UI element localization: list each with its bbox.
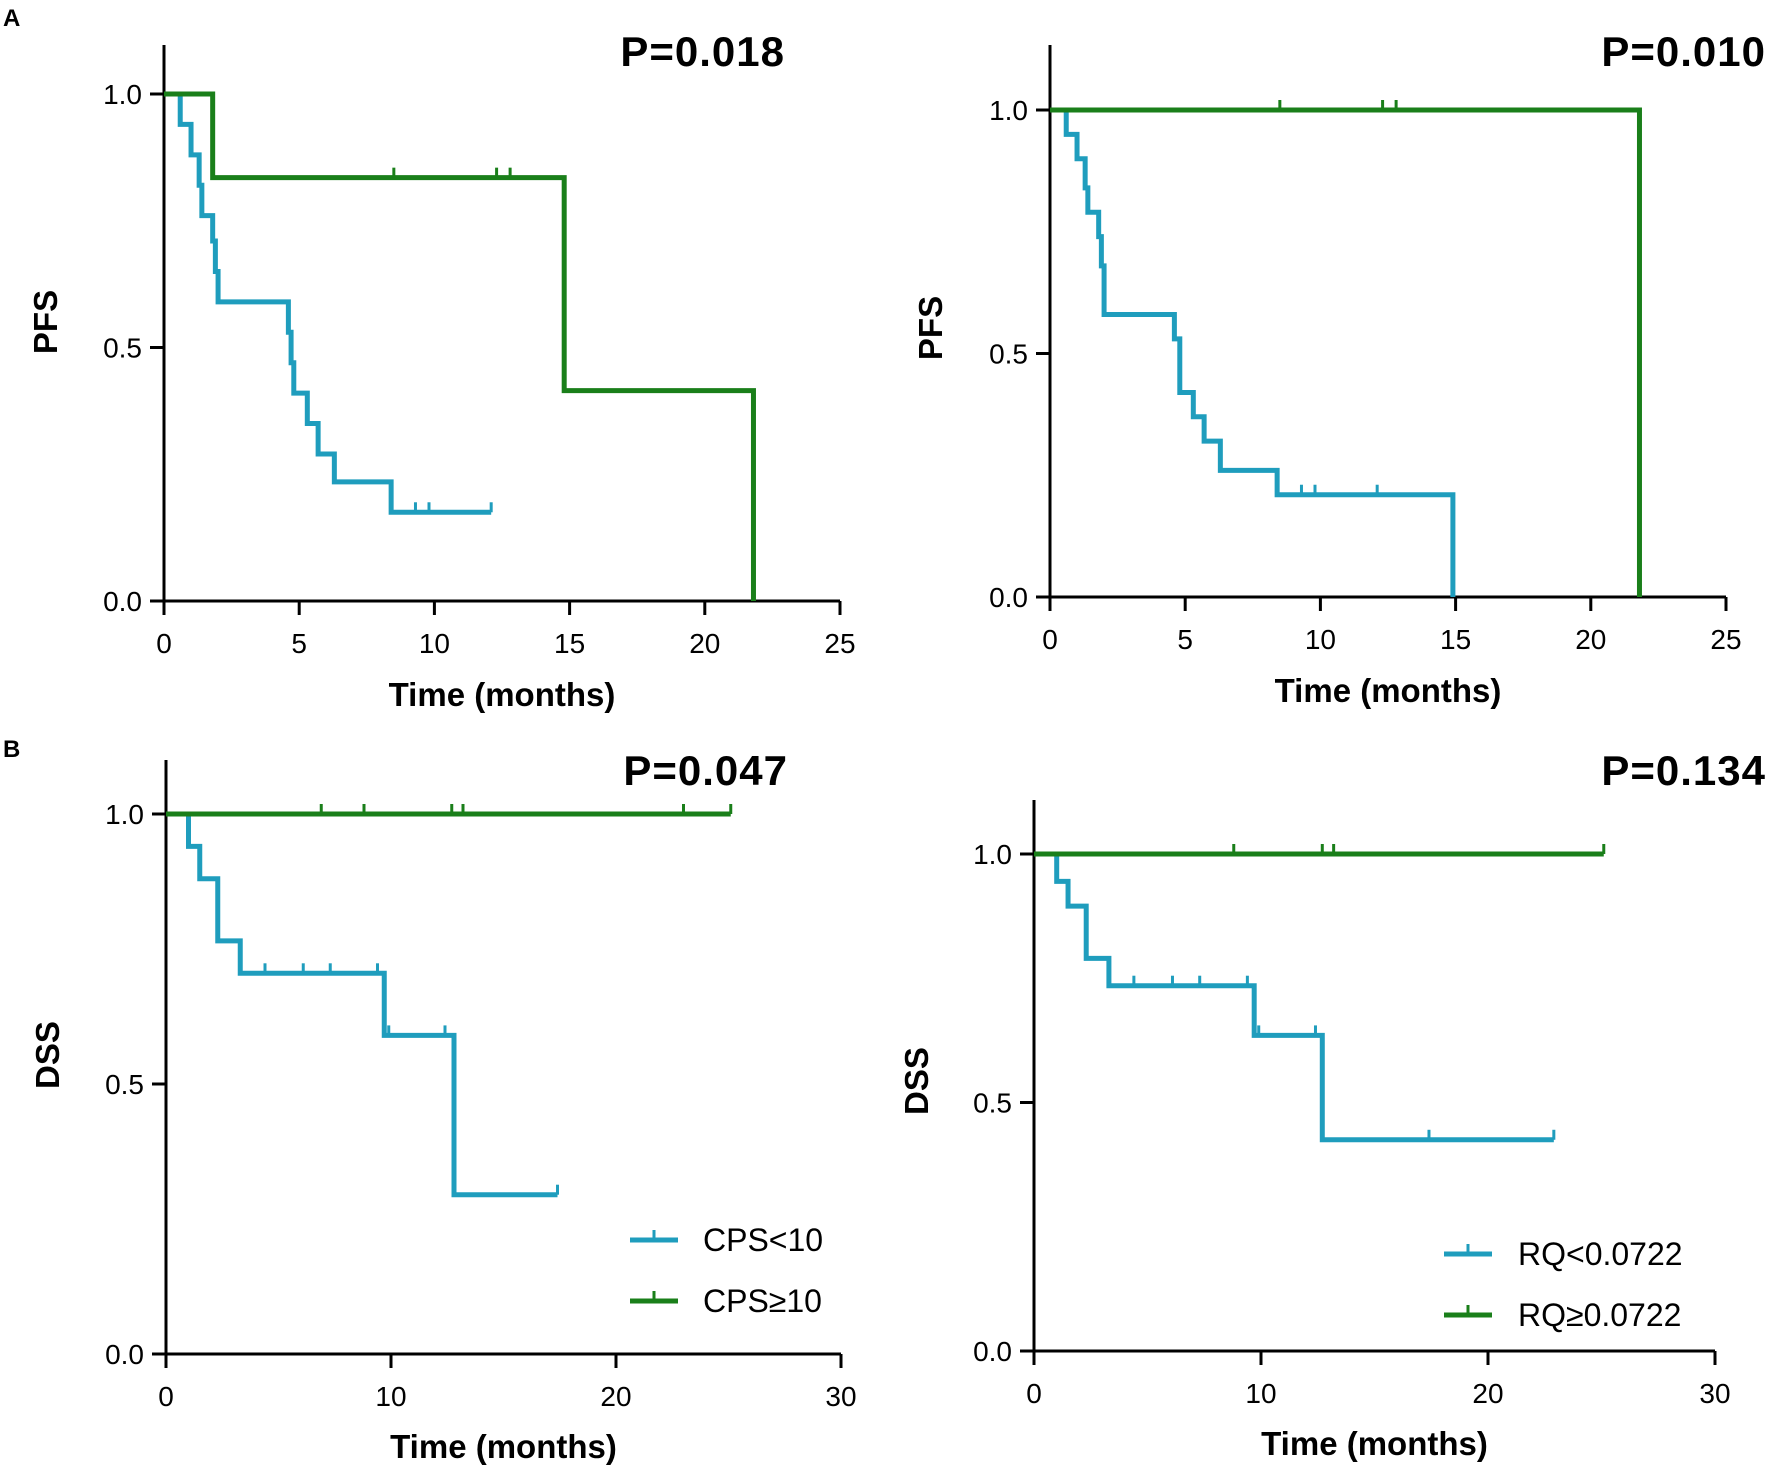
low-group-survival-line bbox=[1034, 851, 1554, 1143]
y-tick-label: 0.0 bbox=[973, 1336, 1012, 1367]
x-tick-label: 10 bbox=[1305, 624, 1336, 655]
x-tick-label: 25 bbox=[824, 628, 855, 659]
y-tick-label: 0.0 bbox=[103, 586, 142, 617]
y-tick-label: 1.0 bbox=[105, 799, 144, 830]
legend-label-low: CPS<10 bbox=[703, 1222, 823, 1258]
y-tick-label: 0.5 bbox=[103, 333, 142, 364]
legend-label-low: RQ<0.0722 bbox=[1518, 1236, 1683, 1272]
y-axis-title: PFS bbox=[27, 290, 64, 354]
y-axis-title: DSS bbox=[898, 1047, 935, 1115]
low-group-survival-line bbox=[164, 91, 492, 515]
dss-rq-chart: 0 10 20 30 0.0 0.5 1.0 Time (months) DSS P=0.134 R… bbox=[898, 747, 1766, 1462]
y-tick-label: 1.0 bbox=[973, 839, 1012, 870]
p-value: P=0.134 bbox=[1601, 747, 1766, 794]
low-group-survival-line bbox=[1050, 107, 1456, 597]
y-axis-title: DSS bbox=[29, 1021, 66, 1089]
legend-label-high: CPS≥10 bbox=[703, 1283, 822, 1319]
y-tick-label: 0.0 bbox=[989, 582, 1028, 613]
high-group-survival-line bbox=[1050, 107, 1642, 597]
y-tick-label: 0.5 bbox=[973, 1088, 1012, 1119]
pfs-rq-chart: 0 5 10 15 20 25 0.0 0.5 1.0 Time (months) PFS P=0.0… bbox=[912, 28, 1766, 709]
x-tick-label: 5 bbox=[291, 628, 307, 659]
x-tick-label: 10 bbox=[1245, 1378, 1276, 1409]
x-tick-label: 10 bbox=[375, 1381, 406, 1412]
x-axis-title: Time (months) bbox=[389, 676, 616, 713]
x-tick-label: 5 bbox=[1177, 624, 1193, 655]
p-value: P=0.018 bbox=[620, 28, 785, 75]
high-group-survival-line bbox=[164, 91, 756, 601]
panel-label-a: A bbox=[3, 5, 20, 32]
p-value: P=0.047 bbox=[623, 747, 788, 794]
legend-label-high: RQ≥0.0722 bbox=[1518, 1297, 1681, 1333]
pfs-cps-chart: 0 5 10 15 20 25 0.0 0.5 1.0 Time (months) PFS P=0.0… bbox=[27, 28, 856, 713]
y-tick-label: 1.0 bbox=[103, 79, 142, 110]
y-tick-label: 0.0 bbox=[105, 1339, 144, 1370]
p-value: P=0.010 bbox=[1601, 28, 1766, 75]
x-tick-label: 20 bbox=[600, 1381, 631, 1412]
x-tick-label: 15 bbox=[1440, 624, 1471, 655]
y-axis-title: PFS bbox=[912, 296, 949, 360]
x-tick-label: 0 bbox=[158, 1381, 174, 1412]
x-axis-title: Time (months) bbox=[1275, 672, 1502, 709]
x-tick-label: 0 bbox=[156, 628, 172, 659]
y-tick-label: 0.5 bbox=[989, 339, 1028, 370]
x-tick-label: 30 bbox=[825, 1381, 856, 1412]
y-tick-label: 0.5 bbox=[105, 1069, 144, 1100]
x-tick-label: 20 bbox=[1575, 624, 1606, 655]
dss-cps-chart: 0 10 20 30 0.0 0.5 1.0 Time (months) DSS P=0.047 C… bbox=[29, 747, 857, 1465]
x-tick-label: 20 bbox=[1472, 1378, 1503, 1409]
x-tick-label: 25 bbox=[1710, 624, 1741, 655]
x-tick-label: 10 bbox=[419, 628, 450, 659]
y-tick-label: 1.0 bbox=[989, 95, 1028, 126]
x-tick-label: 15 bbox=[554, 628, 585, 659]
low-group-survival-line bbox=[166, 811, 558, 1198]
x-axis-title: Time (months) bbox=[1261, 1425, 1488, 1462]
x-tick-label: 30 bbox=[1699, 1378, 1730, 1409]
x-axis-title: Time (months) bbox=[390, 1428, 617, 1465]
x-tick-label: 0 bbox=[1026, 1378, 1042, 1409]
panel-label-b: B bbox=[3, 736, 20, 763]
x-tick-label: 20 bbox=[689, 628, 720, 659]
x-tick-label: 0 bbox=[1042, 624, 1058, 655]
